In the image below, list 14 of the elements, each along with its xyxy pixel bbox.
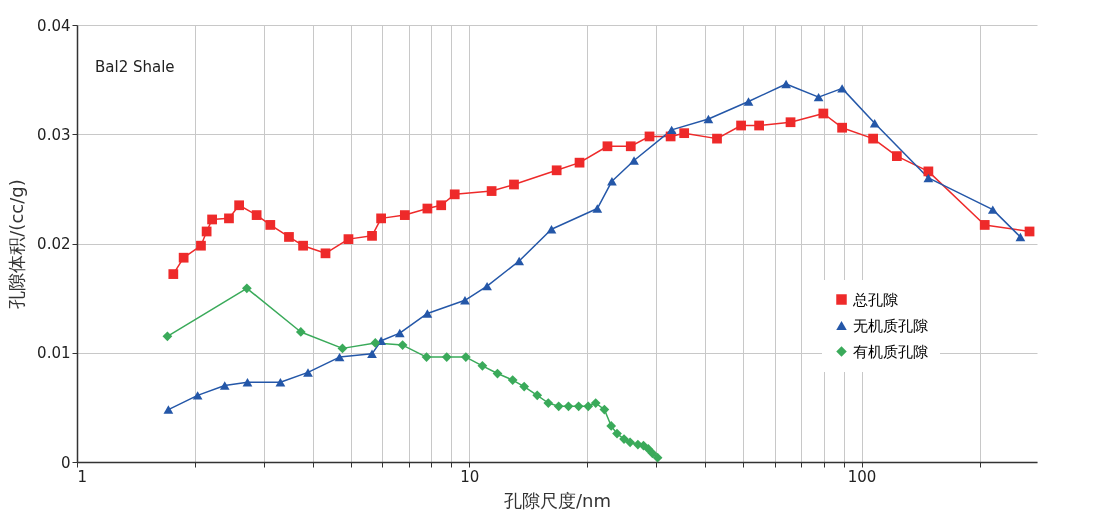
y-tick-label: 0.04: [37, 16, 71, 35]
annotation: Bal2 Shale: [95, 58, 175, 76]
y-tick-label: 0.03: [37, 125, 71, 144]
legend-label: 有机质孔隙: [853, 342, 928, 361]
legend-label: 无机质孔隙: [853, 316, 928, 335]
x-tick-label: 1: [77, 467, 88, 486]
legend-label: 总孔隙: [852, 290, 898, 309]
y-tick-label: 0: [60, 453, 71, 472]
y-axis-title: 孔隙体积/(cc/g): [6, 179, 28, 309]
x-tick-label: 100: [847, 467, 877, 486]
y-tick-label: 0.02: [37, 235, 71, 253]
x-tick-label: 10: [460, 467, 480, 486]
y-tick-label: 0.01: [37, 344, 71, 363]
x-axis-title: 孔隙尺度/nm: [503, 489, 612, 511]
